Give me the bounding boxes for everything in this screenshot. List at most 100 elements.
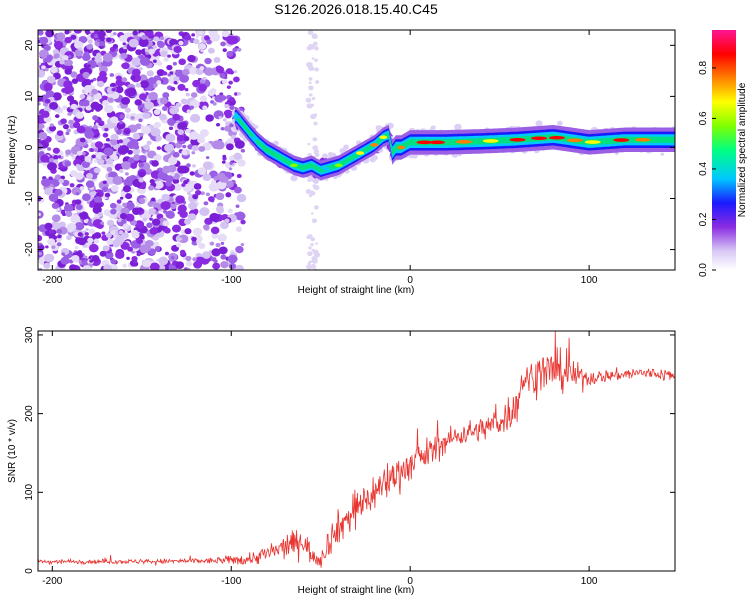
noise-blob — [78, 47, 83, 51]
snr-panel: -200 -100 0 100 0 100 200 300 Height of straigh… — [7, 326, 676, 596]
noise-blob — [53, 159, 59, 164]
noise-blob — [139, 67, 143, 71]
noise-blob — [70, 103, 78, 110]
noise-blob — [161, 193, 170, 202]
noise-blob — [176, 134, 185, 142]
noise-blob — [142, 107, 148, 112]
noise-blob — [237, 91, 242, 96]
noise-blob — [121, 232, 129, 239]
noise-blob — [118, 34, 128, 43]
noise-blob — [39, 36, 49, 45]
noise-blob — [220, 254, 227, 260]
noise-blob — [147, 92, 153, 97]
noise-blob — [74, 199, 82, 205]
noise-blob — [193, 183, 202, 190]
noise-blob — [78, 211, 89, 220]
noise-blob — [92, 77, 97, 82]
noise-blob — [186, 191, 191, 196]
figure-title: S126.2026.018.15.40.C45 — [274, 1, 438, 17]
noise-blob — [138, 171, 146, 178]
noise-blob — [195, 34, 199, 38]
noise-blob — [77, 232, 83, 237]
noise-blob — [64, 68, 72, 75]
noise-blob — [228, 80, 233, 85]
snr-ytick-label: 100 — [24, 484, 35, 501]
noise-blob — [131, 57, 141, 66]
noise-blob — [229, 36, 239, 45]
noise-blob — [60, 175, 66, 180]
noise-blob — [102, 245, 110, 252]
noise-blob — [212, 102, 217, 106]
ridge-peak — [584, 140, 601, 144]
noise-blob — [47, 147, 52, 151]
ridge-peak — [379, 135, 388, 140]
noise-blob — [222, 154, 227, 159]
noise-blob — [162, 71, 168, 76]
noise-blob — [38, 61, 42, 66]
colorbar-ticks: 0.0 0.2 0.4 0.6 0.8 — [698, 61, 716, 277]
noise-blob — [49, 123, 54, 127]
noise-blob — [43, 262, 51, 269]
snr-xtick-label: -200 — [42, 576, 62, 587]
ridge-peak — [334, 163, 343, 168]
noise-blob — [234, 186, 242, 194]
noise-blob — [38, 49, 49, 58]
noise-blob — [220, 41, 226, 47]
ridge-peak — [250, 136, 259, 141]
noise-blob — [60, 256, 70, 265]
ridge-peak — [289, 163, 298, 168]
noise-blob — [313, 41, 318, 46]
noise-blob — [305, 189, 312, 195]
noise-blob — [107, 97, 114, 103]
snr-xtick-label: 0 — [407, 576, 413, 587]
noise-blob — [155, 135, 162, 142]
noise-blob — [236, 47, 242, 52]
noise-blob — [121, 161, 132, 170]
noise-blob — [143, 144, 150, 151]
noise-blob — [59, 59, 65, 65]
noise-blob — [130, 75, 136, 81]
snr-ticks: -200 -100 0 100 0 100 200 300 — [24, 326, 675, 587]
noise-blob — [41, 178, 51, 187]
noise-blob — [110, 208, 117, 215]
noise-blob — [169, 107, 178, 115]
noise-blob — [44, 67, 49, 72]
noise-blob — [307, 142, 311, 146]
noise-blob — [65, 59, 73, 67]
noise-blob — [67, 55, 72, 59]
noise-blob — [203, 201, 209, 206]
noise-blob — [43, 82, 53, 91]
noise-blob — [211, 232, 219, 239]
ridge-halo — [660, 152, 665, 156]
noise-blob — [311, 96, 316, 101]
ridge-peak — [509, 137, 526, 142]
noise-blob — [149, 262, 160, 270]
noise-blob — [148, 208, 157, 216]
noise-blob — [64, 160, 72, 167]
ridge-peak — [566, 138, 583, 143]
noise-blob — [112, 155, 119, 161]
noise-blob — [139, 80, 150, 89]
noise-blob — [89, 259, 94, 263]
noise-blob — [144, 249, 148, 253]
noise-blob — [162, 209, 168, 214]
noise-blob — [218, 246, 228, 255]
noise-blob — [138, 162, 145, 168]
noise-blob — [153, 241, 159, 247]
noise-blob — [209, 212, 220, 222]
noise-blob — [47, 238, 56, 246]
noise-blob — [99, 41, 106, 47]
noise-blob — [144, 101, 154, 110]
noise-blob — [103, 264, 112, 270]
noise-blob — [148, 185, 155, 191]
noise-blob — [225, 68, 233, 75]
noise-blob — [162, 165, 171, 174]
noise-blob — [218, 116, 223, 120]
snr-ytick-label: 200 — [24, 405, 35, 422]
noise-blob — [97, 30, 106, 38]
noise-blob — [105, 30, 113, 34]
noise-blob — [78, 35, 88, 44]
noise-blob — [63, 84, 75, 94]
noise-blob — [122, 202, 128, 207]
